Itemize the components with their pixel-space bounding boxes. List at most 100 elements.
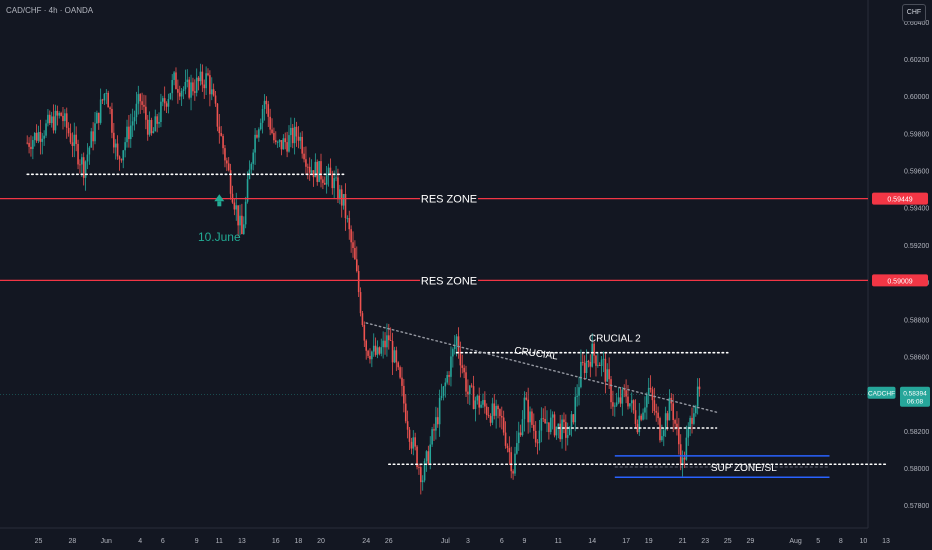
candle-body [173,72,175,80]
candle-body [137,94,140,104]
candle-body [367,350,369,356]
candle-body [504,432,507,446]
candle-body [583,362,586,373]
candle-body [107,92,109,108]
candle-body [572,414,575,423]
x-tick-label: 23 [701,538,709,545]
candle-body [96,112,98,124]
support-zone-label: SUP ZONE/SL [711,463,777,474]
x-tick-label: 10 [860,538,868,545]
candle-body [565,422,567,438]
x-tick-label: 26 [385,538,393,545]
x-tick-label: Jun [101,538,112,545]
candle-body [416,446,418,468]
candle-body [372,345,375,352]
candle-body [246,179,249,202]
candle-body [295,126,298,137]
candle-body [595,355,597,366]
candle-body [448,375,450,377]
resistance-label: RES ZONE [421,275,477,287]
candle-body [444,382,447,387]
candle-body [600,359,603,366]
candle-body [227,163,230,171]
candle-body [143,104,145,107]
current-symbol-tag [867,386,896,399]
candle-body [497,405,499,410]
candle-body [237,205,239,226]
candle-body [446,375,448,383]
candle-body [177,89,179,93]
candle-body [58,112,61,116]
candle-body [484,400,486,407]
candle-body [604,358,607,382]
current-price-timer: 06:08 [907,399,924,406]
candle-body [519,432,522,436]
candle-body [56,110,59,116]
candle-body [461,365,464,368]
resistance-label-bg [420,273,478,288]
annotation-label: CRUCIAL 2 [589,334,641,345]
candle-body [278,140,281,142]
candle-body [75,134,77,144]
candle-body [199,71,202,82]
candle-body [489,416,492,423]
x-tick-label: 16 [272,538,280,545]
candle-body [384,340,386,348]
candle-body [339,189,341,200]
candle-body [162,98,164,102]
candle-body [694,406,697,414]
candle-body [282,138,285,150]
candle-body [60,112,62,116]
candle-body [427,451,430,464]
candle-body [371,351,373,360]
candle-body [649,387,652,390]
candle-body [94,123,96,142]
candle-body [84,161,87,178]
candle-body [188,79,190,98]
candle-body [346,218,349,219]
x-tick-label: Jul [441,538,450,545]
candle-body [233,202,236,210]
candle-body [203,84,206,89]
candle-body [580,361,582,388]
candle-body [548,422,550,433]
arrow-up-icon [214,194,225,202]
currency-button[interactable]: CHF [902,4,926,22]
candle-body [510,452,513,472]
candle-body [698,386,701,390]
candle-body [442,386,445,396]
candle-body [81,157,83,165]
candle-body [408,429,411,442]
candle-body [37,132,40,141]
candle-body [538,430,541,444]
candle-body [482,400,484,405]
candle-body [630,400,633,404]
candle-body [525,397,528,400]
candle-body [354,248,356,260]
x-tick-label: 11 [216,538,223,545]
candle-body [314,161,317,178]
candle-body [226,160,228,164]
candle-body [517,432,520,444]
candle-body [224,148,226,161]
candle-body [487,415,490,417]
candle-body [420,467,422,483]
candle-body [457,336,460,352]
candle-body [28,142,30,147]
candle-body [167,98,170,107]
candle-body [293,126,296,144]
candle-body [472,386,475,410]
dotted-trendline [365,322,718,413]
candle-body [474,400,477,410]
candle-body [118,156,121,160]
candle-body [141,101,143,105]
candle-body [39,132,42,142]
y-tick-label: 0.60200 [904,57,929,64]
candle-body [563,419,565,423]
candle-body [666,413,669,421]
candle-body [355,259,358,272]
candle-body [305,159,307,167]
candle-body [327,167,330,176]
candle-body [124,142,126,151]
